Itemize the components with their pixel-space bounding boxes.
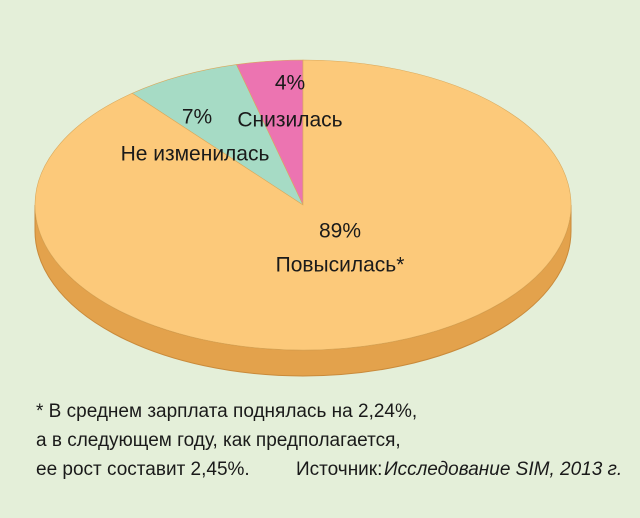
category-label: Повысилась* bbox=[276, 254, 405, 277]
pie: 89% Повысилась* 7% Не изменилась 4% Снизилась bbox=[34, 59, 572, 377]
pie-slice bbox=[34, 59, 572, 351]
category-label: Не изменилась bbox=[121, 143, 270, 166]
pie-slice bbox=[131, 64, 304, 206]
footnote-line: ее рост составит 2,45%. bbox=[36, 459, 250, 480]
source: Исследование SIM, 2013 г. bbox=[384, 459, 622, 480]
footnote-line: * В среднем зарплата поднялась на 2,24%, bbox=[36, 401, 417, 422]
footnote-line: а в следующем году, как предполагается, bbox=[36, 430, 401, 451]
value-label: 4% bbox=[275, 72, 305, 95]
value-label: 7% bbox=[182, 106, 212, 129]
source-label: Источник: bbox=[296, 459, 382, 480]
value-label: 89% bbox=[319, 220, 361, 243]
category-label: Снизилась bbox=[237, 109, 342, 132]
